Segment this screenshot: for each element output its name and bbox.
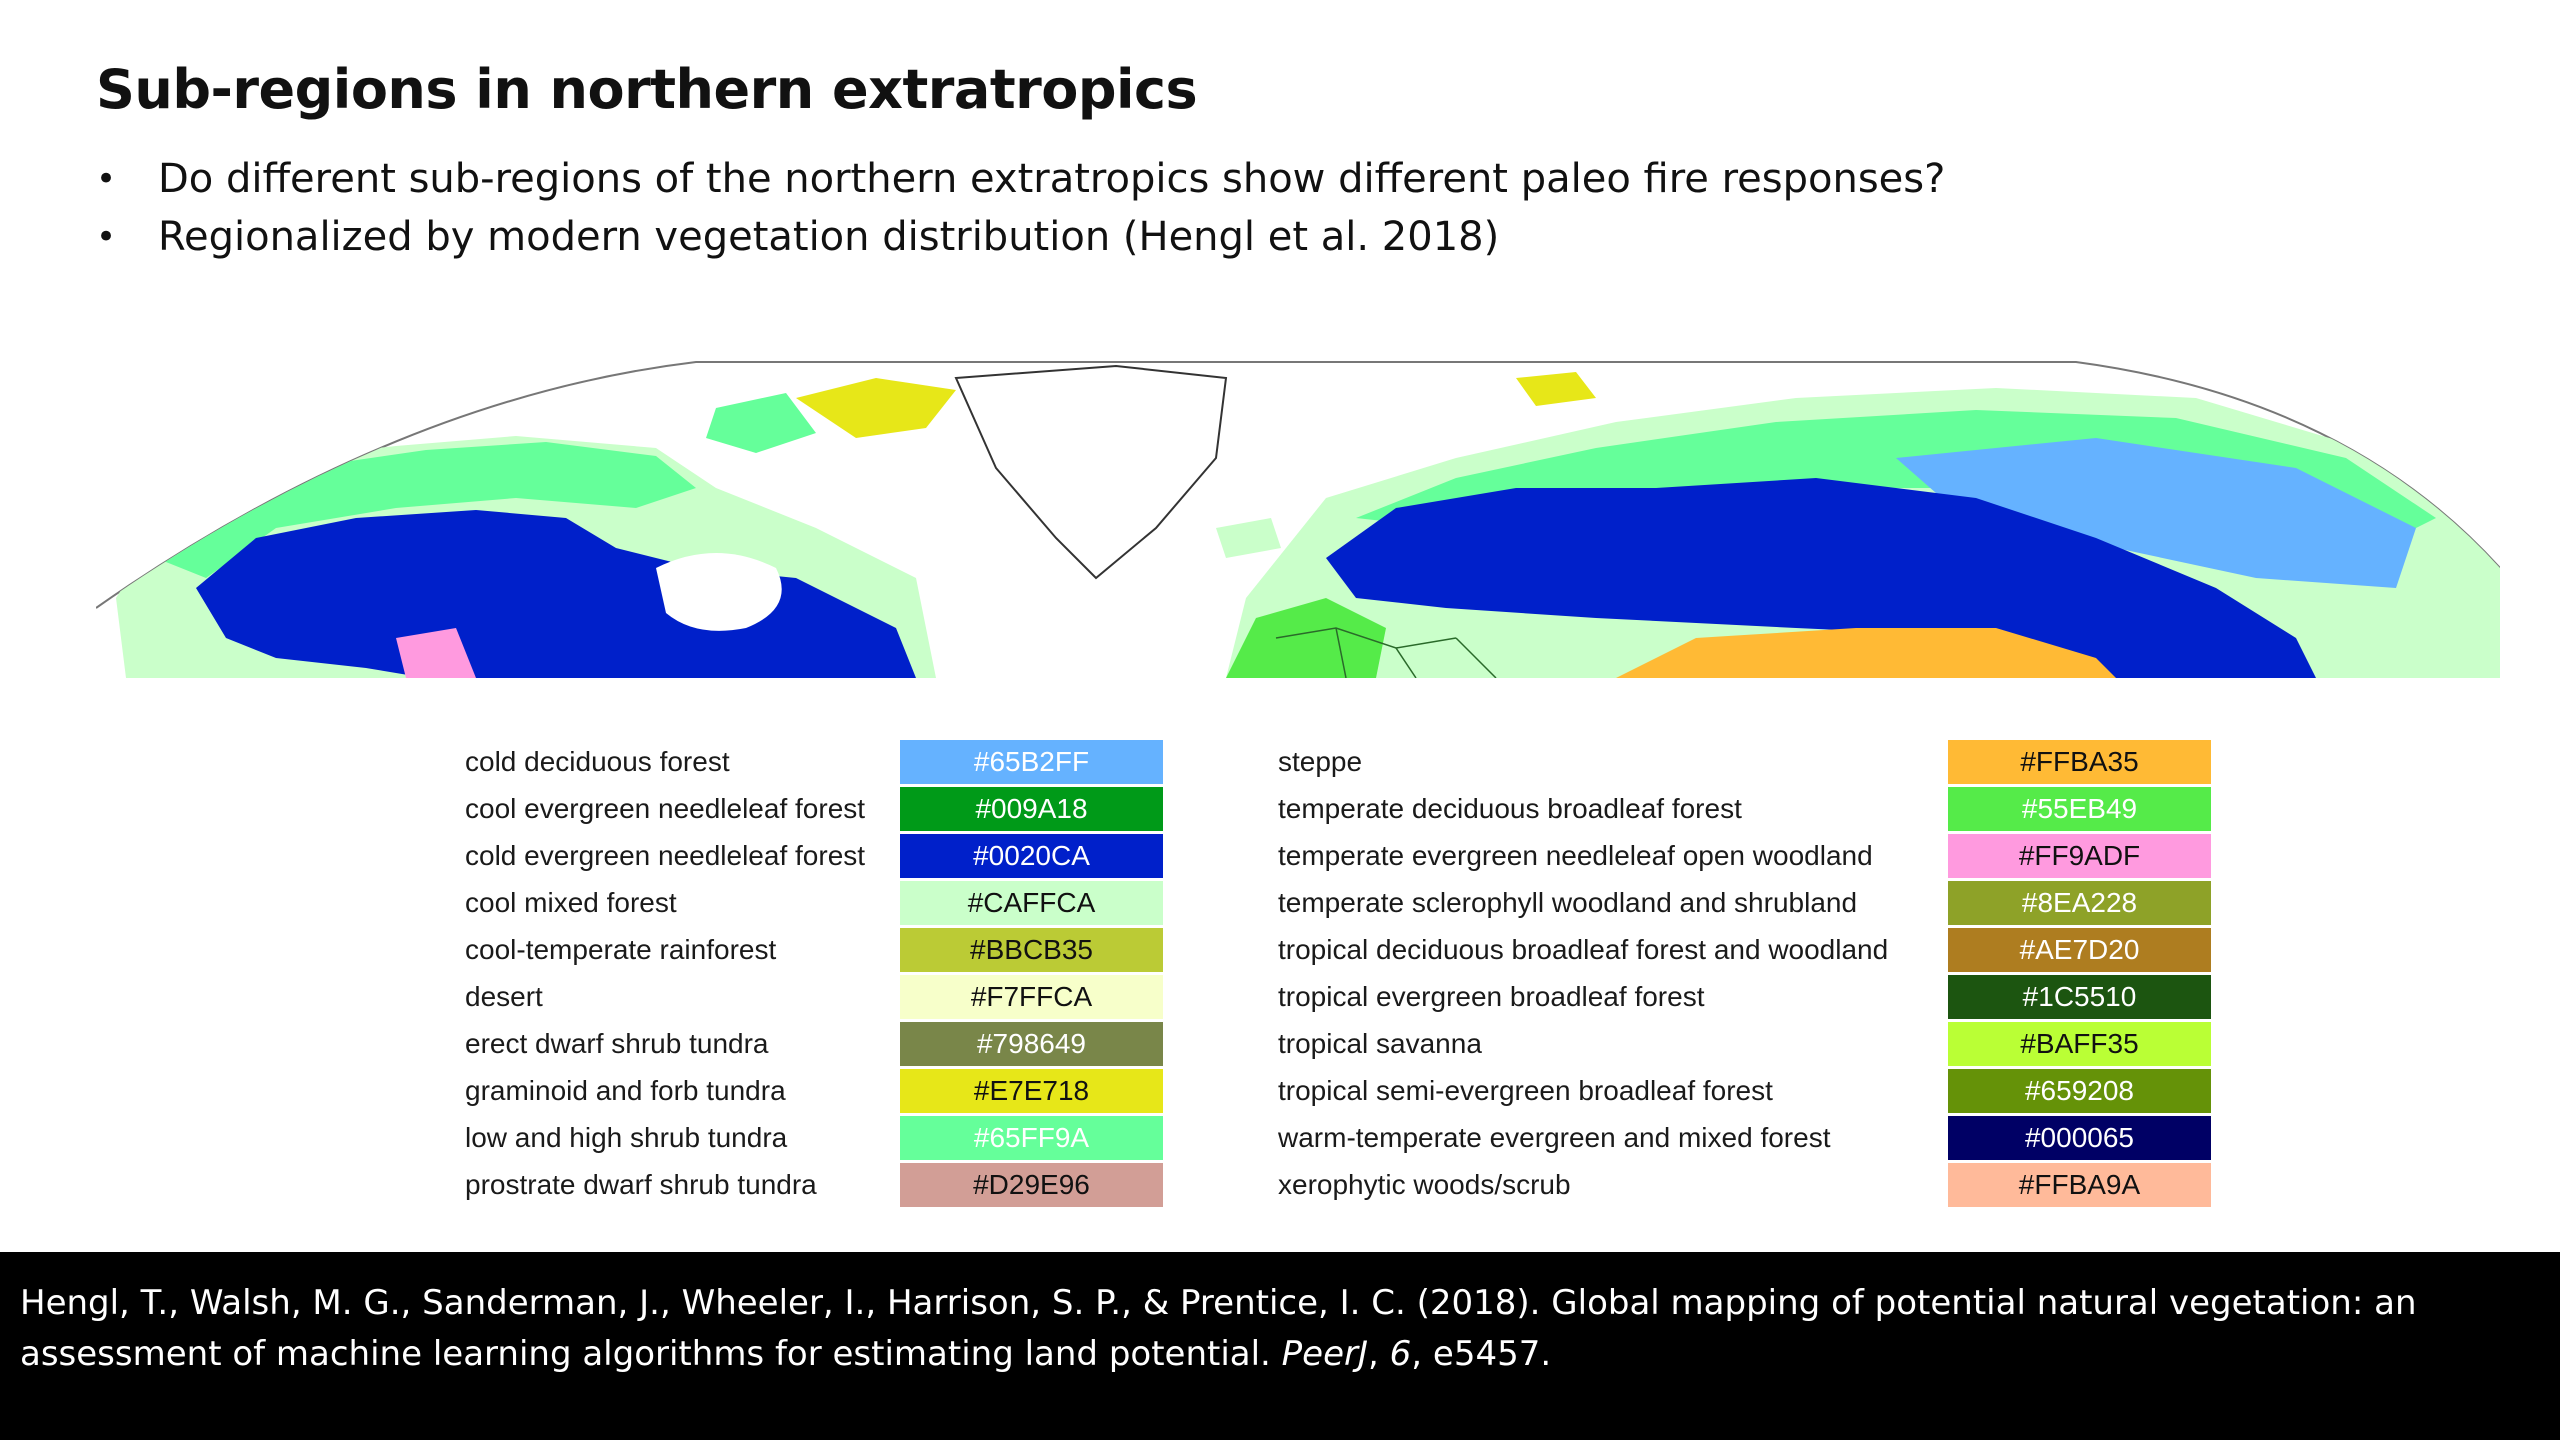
legend-swatch: #8EA228 [1948,881,2211,925]
hudson-bay [656,553,782,631]
siberia-deciduous [1896,438,2416,588]
bullet-text: Do different sub-regions of the northern… [158,156,1946,202]
vegetation-map-image [96,361,2500,678]
citation-separator: , [1368,1334,1390,1374]
legend-swatch: #E7E718 [900,1069,1163,1113]
europe-temperate [1226,598,1386,678]
legend-label: xerophytic woods/scrub [1278,1169,1571,1200]
citation-pages: , e5457. [1411,1334,1552,1374]
legend-label: temperate evergreen needleleaf open wood… [1278,840,1873,871]
legend-label: tropical evergreen broadleaf forest [1278,981,1705,1012]
legend-label: cool mixed forest [465,887,677,918]
bullet-glyph: • [96,159,117,199]
eurasia-tundra [1356,410,2436,538]
legend-swatch: #659208 [1948,1069,2211,1113]
legend-label: tropical deciduous broadleaf forest and … [1278,934,1889,965]
legend-label: graminoid and forb tundra [465,1075,786,1106]
legend-swatch: #0020CA [900,834,1163,878]
arctic-islands-tundra [706,393,816,453]
legend-label: cool-temperate rainforest [465,934,777,965]
legend-swatch: #BBCB35 [900,928,1163,972]
legend-swatch: #55EB49 [1948,787,2211,831]
legend-label: tropical semi-evergreen broadleaf forest [1278,1075,1773,1106]
vegetation-map [96,338,2500,678]
europe-borders [1275,627,1497,678]
legend-label: prostrate dwarf shrub tundra [465,1169,817,1200]
arctic-islands [796,378,956,438]
legend-swatch: #000065 [1948,1116,2211,1160]
legend-label: warm-temperate evergreen and mixed fores… [1278,1122,1831,1153]
slide-title: Sub-regions in northern extratropics [96,58,1198,121]
legend-label: low and high shrub tundra [465,1122,788,1153]
legend-swatch: #FFBA9A [1948,1163,2211,1207]
bullet-text: Regionalized by modern vegetation distri… [158,214,1500,260]
citation-volume: 6 [1389,1334,1412,1374]
legend-label: desert [465,981,543,1012]
steppe-region [1616,628,2116,678]
bullet-list: • Do different sub-regions of the northe… [96,150,1945,266]
legend-label: cool evergreen needleleaf forest [465,793,866,824]
svalbard [1516,372,1596,406]
citation-line-1: Hengl, T., Walsh, M. G., Sanderman, J., … [20,1283,2417,1323]
bullet-item: • Do different sub-regions of the northe… [96,150,1945,208]
legend-swatch: #009A18 [900,787,1163,831]
legend-label: steppe [1278,746,1363,777]
iceland [1216,518,1281,558]
eurasia-boreal [1326,478,2316,678]
bullet-glyph: • [96,217,117,257]
legend-swatch: #FF9ADF [1948,834,2211,878]
land-masses [116,364,2500,678]
greenland [954,364,1228,580]
legend-swatch: #AE7D20 [1948,928,2211,972]
legend-label: erect dwarf shrub tundra [465,1028,769,1059]
legend-swatch: #798649 [900,1022,1163,1066]
legend-label: tropical savanna [1278,1028,1482,1059]
legend-swatch: #CAFFCA [900,881,1163,925]
legend-swatch: #1C5510 [1948,975,2211,1019]
legend-swatch: #F7FFCA [900,975,1163,1019]
citation-line-2: assessment of machine learning algorithm… [20,1329,2540,1380]
citation-bar: Hengl, T., Walsh, M. G., Sanderman, J., … [0,1252,2560,1440]
legend-swatch: #65B2FF [900,740,1163,784]
legend-label: cold deciduous forest [465,746,730,777]
legend-label: temperate sclerophyll woodland and shrub… [1278,887,1858,918]
citation-journal: PeerJ [1281,1334,1369,1374]
legend-swatch: #65FF9A [900,1116,1163,1160]
legend-swatch: #BAFF35 [1948,1022,2211,1066]
citation-text: assessment of machine learning algorithm… [20,1334,1282,1374]
legend-swatch: #D29E96 [900,1163,1163,1207]
west-coast-woodland [396,628,476,678]
legend-swatch: #FFBA35 [1948,740,2211,784]
legend-label: temperate deciduous broadleaf forest [1278,793,1742,824]
north-america-boreal [196,510,916,678]
legend-label: cold evergreen needleleaf forest [465,840,866,871]
bullet-item: • Regionalized by modern vegetation dist… [96,208,1945,266]
